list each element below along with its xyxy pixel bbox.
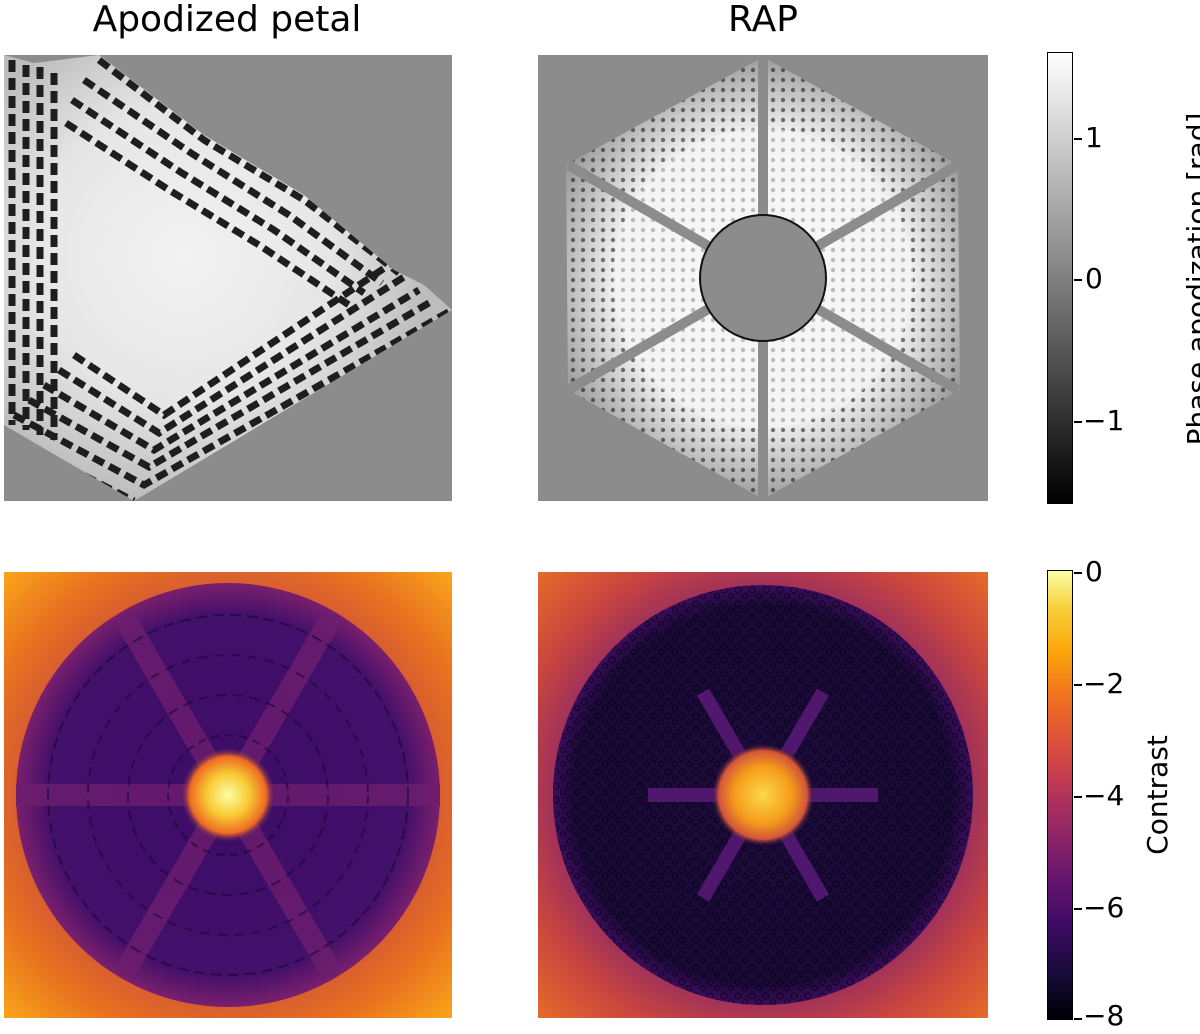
phase-tick-label: −1 [1083,404,1125,437]
contrast-tick-label: −6 [1083,891,1125,924]
title-apodized-petal: Apodized petal [92,0,362,40]
rap-contrast-map [538,572,988,1018]
contrast-tick-mark [1074,1018,1082,1020]
phase-colorbar [1047,52,1073,504]
contrast-tick-label: −2 [1083,667,1125,700]
phase-tick-mark [1074,279,1082,281]
contrast-tick-mark [1074,908,1082,910]
phase-colorbar-label: Phase apodization [rad] [1181,112,1200,446]
rap-phase-map [538,55,988,501]
contrast-tick-mark [1074,796,1082,798]
phase-tick-mark [1074,138,1082,140]
contrast-colorbar-label: Contrast [1141,735,1174,855]
contrast-colorbar [1047,570,1073,1020]
apodized-petal-phase-map [4,55,452,501]
contrast-tick-label: −8 [1083,999,1125,1032]
phase-tick-label: 1 [1085,121,1103,154]
contrast-tick-label: 0 [1085,555,1103,588]
title-rap: RAP [728,0,798,40]
apodized-petal-contrast-map [4,572,452,1018]
contrast-tick-mark [1074,684,1082,686]
contrast-tick-mark [1074,572,1082,574]
contrast-tick-label: −4 [1083,779,1125,812]
phase-tick-mark [1074,421,1082,423]
phase-tick-label: 0 [1085,262,1103,295]
